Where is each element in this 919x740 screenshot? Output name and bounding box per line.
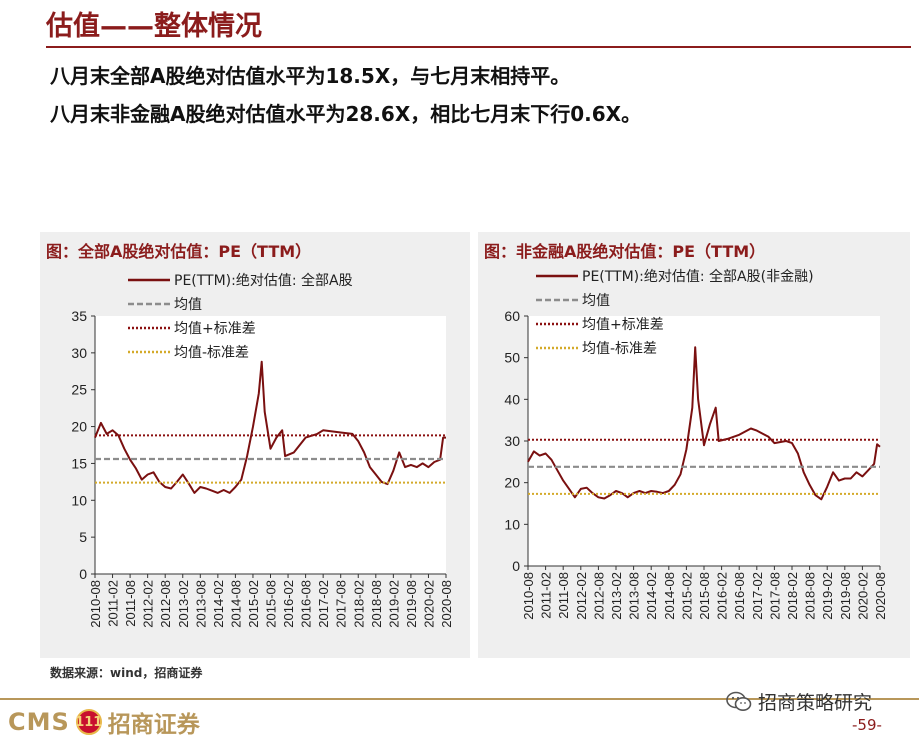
y-tick-label: 5 [79,529,87,545]
y-tick-label: 10 [71,492,87,508]
x-tick-label: 2017-08 [334,580,349,628]
x-tick-label: 2017-08 [767,572,782,620]
x-tick-label: 2018-08 [369,580,384,628]
x-tick-label: 2012-02 [574,572,589,620]
x-tick-label: 2017-02 [316,580,331,628]
x-tick-label: 2016-02 [715,572,730,620]
x-tick-label: 2016-08 [299,580,314,628]
y-tick-label: 40 [504,391,520,407]
y-tick-label: 25 [71,382,87,398]
x-tick-label: 2019-02 [820,572,835,620]
x-tick-label: 2013-02 [609,572,624,620]
x-tick-label: 2013-08 [627,572,642,620]
x-tick-label: 2019-02 [386,580,401,628]
y-tick-label: 30 [504,433,520,449]
x-tick-label: 2020-02 [855,572,870,620]
footer-divider [0,698,919,700]
wechat-account-name: 招商策略研究 [758,692,873,714]
y-tick-label: 50 [504,350,520,366]
y-tick-label: 0 [512,558,520,574]
x-tick-label: 2020-02 [421,580,436,628]
legend-label: PE(TTM):绝对估值: 全部A股 [174,272,353,289]
summary-line-2: 八月末非金融A股绝对估值水平为28.6X，相比七月末下行0.6X。 [50,102,642,126]
y-tick-label: 15 [71,455,87,471]
x-tick-label: 2015-08 [697,572,712,620]
x-tick-label: 2014-02 [211,580,226,628]
y-tick-label: 30 [71,345,87,361]
y-tick-label: 60 [504,308,520,324]
legend-label: 均值-标准差 [582,341,657,357]
x-tick-label: 2015-02 [679,572,694,620]
series-line-pe [527,346,881,501]
legend-label: 均值+标准差 [582,317,664,333]
x-tick-label: 2017-02 [750,572,765,620]
title-divider [46,46,911,48]
x-tick-label: 2020-08 [873,572,888,620]
x-tick-label: 2012-02 [141,580,156,628]
wechat-account: 招商策略研究 [726,688,872,715]
x-tick-label: 2013-02 [176,580,191,628]
logo-chinese-name: 招商证券 [107,712,200,738]
chart-title: 图：非金融A股绝对估值：PE（TTM） [484,242,766,261]
x-tick-label: 2014-08 [228,580,243,628]
y-tick-label: 0 [79,566,87,582]
legend-label: PE(TTM):绝对估值: 全部A股(非金融) [582,268,814,285]
x-tick-label: 2018-02 [351,580,366,628]
x-tick-label: 2019-08 [838,572,853,620]
legend-label: 均值+标准差 [174,321,256,337]
x-tick-label: 2020-08 [439,580,454,628]
x-tick-label: 2018-08 [803,572,818,620]
page-title: 估值——整体情况 [46,11,262,42]
summary-line-1: 八月末全部A股绝对估值水平为18.5X，与七月末相持平。 [50,64,571,88]
x-tick-label: 2014-02 [644,572,659,620]
x-tick-label: 2011-02 [106,580,121,627]
x-tick-label: 2011-02 [539,572,554,619]
x-tick-label: 2019-08 [404,580,419,628]
x-tick-label: 2012-08 [591,572,606,620]
legend-label: 均值 [174,297,202,313]
wechat-icon [726,691,752,711]
x-tick-label: 2010-08 [521,572,536,620]
company-logo: CMS 111 招商证券 [8,705,200,739]
x-tick-label: 2011-08 [123,580,138,627]
y-tick-label: 20 [504,475,520,491]
page-number: -59- [852,716,882,734]
x-tick-label: 2011-08 [556,572,571,619]
legend-label: 均值 [582,293,610,309]
y-tick-label: 20 [71,419,87,435]
chart-panel-non-financial: 图：非金融A股绝对估值：PE（TTM） 0 10 20 30 40 50 60 2010-08… [478,232,910,658]
logo-badge-icon: 111 [75,709,102,735]
logo-wordmark: CMS [8,708,70,736]
chart-panel-all-a: 图：全部A股绝对估值：PE（TTM） 0 5 10 15 20 25 30 35 2010-08… [40,232,470,658]
legend-label: 均值-标准差 [174,345,249,361]
x-tick-label: 2015-08 [264,580,279,628]
x-tick-label: 2015-02 [246,580,261,628]
chart-title: 图：全部A股绝对估值：PE（TTM） [46,242,312,261]
y-tick-label: 35 [71,308,87,324]
x-tick-label: 2016-08 [732,572,747,620]
x-tick-label: 2012-08 [158,580,173,628]
y-tick-label: 10 [504,516,520,532]
x-tick-label: 2010-08 [88,580,103,628]
x-tick-label: 2014-08 [662,572,677,620]
series-line-pe [94,360,446,494]
x-tick-label: 2016-02 [281,580,296,628]
x-tick-label: 2013-08 [193,580,208,628]
data-source-note: 数据来源：wind，招商证券 [50,666,203,680]
x-tick-label: 2018-02 [785,572,800,620]
